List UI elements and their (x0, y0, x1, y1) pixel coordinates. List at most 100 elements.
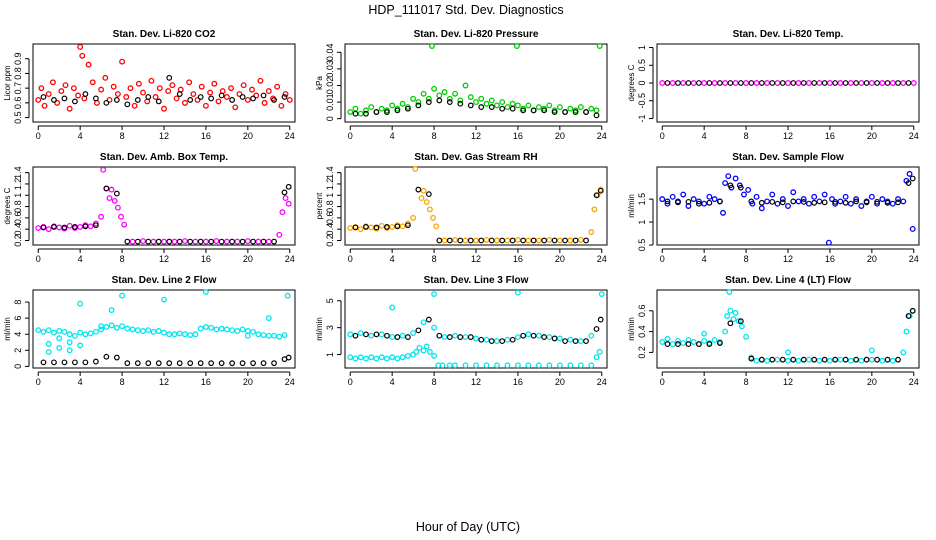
data-point (701, 338, 708, 344)
data-point (155, 238, 162, 245)
data-point (113, 97, 120, 103)
data-point (722, 328, 729, 335)
data-point (478, 237, 485, 244)
data-point (161, 238, 167, 245)
data-point (530, 107, 537, 114)
data-point (77, 329, 84, 336)
data-point (504, 104, 511, 111)
data-point (410, 95, 417, 102)
data-point (106, 195, 113, 202)
data-point (910, 80, 917, 86)
data-point (75, 92, 82, 99)
data-point (72, 224, 78, 230)
data-point (261, 99, 268, 106)
data-point (499, 105, 506, 112)
data-point (223, 94, 230, 100)
plot-frame (656, 43, 920, 123)
data-point (45, 348, 52, 355)
data-point (737, 184, 744, 191)
data-point (228, 85, 235, 92)
data-point (129, 326, 136, 333)
data-point (202, 238, 209, 245)
data-point (745, 186, 752, 193)
data-point (389, 223, 396, 230)
data-point (208, 95, 215, 102)
data-point (514, 334, 521, 341)
data-point (598, 291, 605, 297)
x-tick-label: 8 (744, 377, 749, 387)
data-point (278, 102, 285, 109)
data-point (811, 356, 818, 363)
data-point (66, 331, 73, 338)
y-tick-label: 1 (325, 193, 335, 198)
data-point (35, 225, 42, 231)
data-point (664, 198, 671, 205)
data-point (123, 94, 130, 100)
data-point (197, 360, 204, 367)
data-point (404, 334, 411, 340)
data-point (900, 198, 907, 205)
data-point (478, 95, 485, 102)
data-point (260, 360, 267, 367)
data-point (285, 200, 292, 207)
data-point (113, 354, 120, 361)
data-point (577, 236, 584, 243)
data-point (680, 340, 687, 346)
data-point (232, 104, 239, 111)
data-point (433, 223, 440, 230)
data-point (868, 193, 875, 200)
series-individual (347, 166, 604, 244)
data-point (229, 327, 236, 334)
data-point (166, 74, 173, 81)
data-point (92, 358, 99, 365)
data-point (727, 320, 734, 327)
data-point (114, 204, 121, 211)
y-axis: 0 2 4 6 8 (13, 300, 30, 369)
data-point (748, 80, 755, 86)
data-point (352, 224, 359, 231)
data-point (61, 224, 68, 231)
x-tick-label: 24 (285, 254, 295, 264)
plot-frame (32, 43, 296, 123)
y-axis: 0.50.6 0.7 0.8 0.9 (13, 52, 30, 124)
data-point (282, 91, 289, 97)
data-point (124, 325, 131, 332)
data-point (423, 199, 430, 205)
data-point (556, 335, 563, 342)
data-point (909, 175, 916, 182)
x-axis: 0 4 8 12 16 20 24 (660, 248, 919, 264)
data-point (895, 196, 901, 203)
data-point (541, 334, 548, 340)
data-point (906, 170, 913, 177)
data-point (853, 356, 860, 363)
y-tick-label: 1 (13, 193, 23, 198)
data-point (530, 332, 537, 339)
x-tick-label: 8 (744, 254, 749, 264)
data-point (208, 360, 215, 367)
data-point (378, 354, 385, 361)
data-point (562, 109, 568, 115)
panel-6: Stan. Dev. Sample Flow 0 4 8 12 16 20 24 0.5 1 1.5… (627, 152, 920, 264)
data-point (488, 338, 495, 345)
data-point (234, 238, 241, 245)
data-point (410, 330, 417, 336)
data-point (790, 356, 797, 363)
data-point (425, 316, 432, 323)
data-point (832, 80, 839, 86)
data-point (276, 231, 283, 238)
data-point (488, 237, 495, 244)
data-point (462, 362, 469, 369)
data-point (669, 341, 676, 348)
data-point (879, 196, 886, 203)
data-point (593, 192, 600, 199)
data-point (155, 98, 162, 105)
x-tick-label: 20 (555, 254, 565, 264)
data-point (430, 214, 436, 221)
data-point (92, 95, 99, 102)
data-point (905, 313, 912, 319)
data-point (669, 80, 676, 86)
data-point (825, 239, 832, 246)
x-tick-label: 20 (243, 131, 253, 141)
data-point (51, 359, 57, 366)
x-tick-label: 12 (471, 131, 481, 141)
